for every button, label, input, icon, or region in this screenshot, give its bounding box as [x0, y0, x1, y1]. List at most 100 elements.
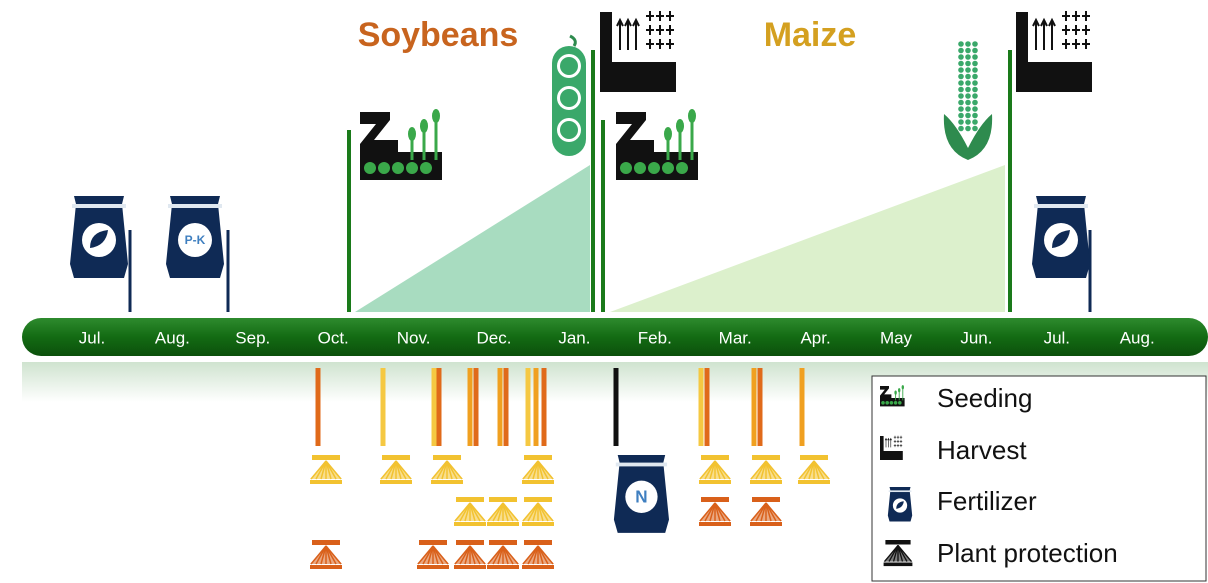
bag-text: P-K	[185, 233, 206, 247]
machine	[880, 436, 884, 451]
crop	[666, 11, 674, 21]
sprayer-icon	[750, 455, 782, 484]
seed	[662, 162, 674, 174]
legend-label: Fertilizer	[937, 486, 1037, 516]
kernel	[958, 106, 964, 112]
application-bar	[474, 368, 479, 446]
crop	[1072, 11, 1080, 21]
ground	[1016, 62, 1092, 92]
bean	[560, 57, 578, 75]
sprayer-top	[701, 455, 729, 460]
kernel	[958, 67, 964, 73]
seed	[392, 162, 404, 174]
seed	[420, 162, 432, 174]
leaf	[898, 388, 900, 392]
kernel	[972, 126, 978, 132]
sprayer-icon	[487, 540, 519, 569]
seeder	[360, 112, 398, 152]
sprayer-top	[312, 540, 340, 545]
crop	[1082, 25, 1090, 35]
legend-label: Seeding	[937, 383, 1032, 413]
kernel	[965, 93, 971, 99]
kernel	[972, 106, 978, 112]
seed	[894, 401, 898, 405]
sprayer-top	[524, 540, 552, 545]
bag-text: N	[635, 487, 647, 506]
sprayer-top	[489, 497, 517, 502]
kernel	[972, 54, 978, 60]
bean	[560, 121, 578, 139]
month-label: Apr.	[800, 328, 830, 347]
sprayer-base	[454, 565, 486, 569]
fertilizer-bag	[888, 487, 912, 521]
fertilizer-bag	[70, 196, 128, 278]
sprayer-top	[524, 455, 552, 460]
crop	[1062, 25, 1070, 35]
sprayer-base	[310, 565, 342, 569]
sprayer-icon	[487, 497, 519, 526]
leaf	[420, 119, 428, 133]
bag-rim	[72, 204, 126, 208]
sprayer-base	[417, 565, 449, 569]
timeline-bar	[22, 318, 1208, 356]
sprayer-icon	[454, 540, 486, 569]
month-label: Jul.	[1044, 328, 1070, 347]
seed	[634, 162, 646, 174]
crop	[1072, 25, 1080, 35]
sprayer-icon	[522, 455, 554, 484]
maize-cob	[944, 41, 992, 160]
seed	[890, 401, 894, 405]
seed	[378, 162, 390, 174]
kernel	[965, 54, 971, 60]
application-bar	[534, 368, 539, 446]
sprayer-icon	[454, 497, 486, 526]
bean	[560, 89, 578, 107]
maize-growth	[610, 165, 1005, 312]
application-bar	[381, 368, 386, 446]
sprayer-base	[380, 480, 412, 484]
sprayer-base	[454, 522, 486, 526]
kernel	[958, 87, 964, 93]
month-label: Feb.	[638, 328, 672, 347]
sprayer-base	[884, 563, 913, 567]
leaf	[902, 385, 904, 389]
seed	[364, 162, 376, 174]
bag-rim	[168, 204, 222, 208]
sprayer-icon	[310, 540, 342, 569]
crop	[656, 25, 664, 35]
harvest-icon	[1016, 11, 1092, 92]
month-label: Aug.	[155, 328, 190, 347]
month-label: Sep.	[235, 328, 270, 347]
harvest-icon	[600, 11, 676, 92]
sprayer-top	[524, 497, 552, 502]
kernel	[972, 41, 978, 47]
sprayer-base	[750, 522, 782, 526]
seed	[648, 162, 660, 174]
kernel	[958, 41, 964, 47]
sprayer-base	[699, 480, 731, 484]
kernel	[972, 67, 978, 73]
soybeans-title: Soybeans	[358, 16, 519, 54]
seed	[885, 401, 889, 405]
sprayer-top	[419, 540, 447, 545]
seed	[898, 401, 902, 405]
application-bar	[432, 368, 437, 446]
crop	[666, 39, 674, 49]
kernel	[965, 87, 971, 93]
sprayer-icon	[310, 455, 342, 484]
kernel	[965, 48, 971, 54]
kernel	[972, 80, 978, 86]
legend-label: Harvest	[937, 435, 1027, 465]
leaf	[688, 109, 696, 123]
fertilizer-bag: P-K	[166, 196, 224, 278]
kernel	[958, 80, 964, 86]
crop	[625, 20, 631, 50]
sprayer-top	[382, 455, 410, 460]
kernel	[965, 80, 971, 86]
seed	[406, 162, 418, 174]
sprayer-top	[752, 497, 780, 502]
month-label: Aug.	[1120, 328, 1155, 347]
application-bar	[498, 368, 503, 446]
kernel	[972, 61, 978, 67]
crop	[646, 25, 654, 35]
